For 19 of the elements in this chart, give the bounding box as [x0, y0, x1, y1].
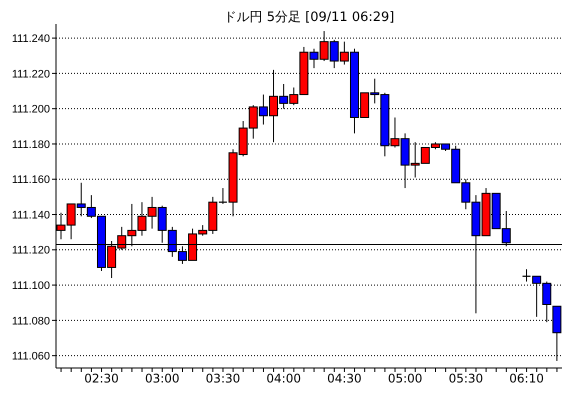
y-tick-label: 111.080: [12, 315, 50, 328]
y-tick-label: 111.120: [12, 244, 50, 257]
x-tick-label: 04:30: [327, 372, 362, 386]
y-tick-label: 111.160: [12, 174, 50, 186]
x-tick-label: 02:30: [84, 372, 119, 386]
y-tick-label: 111.100: [12, 280, 50, 292]
x-tick-label: 03:30: [206, 372, 240, 386]
y-tick-label: 111.200: [12, 104, 50, 116]
y-tick-label: 111.180: [12, 138, 50, 151]
x-tick-label: 05:30: [448, 372, 484, 386]
y-tick-label: 111.240: [12, 33, 50, 46]
x-tick-label: 03:00: [144, 372, 180, 386]
x-tick-label: 04:00: [266, 372, 301, 386]
chart-title: ドル円 5分足 [09/11 06:29]: [222, 9, 396, 26]
y-tick-label: 111.220: [12, 68, 50, 80]
y-tick-label: 111.140: [12, 209, 50, 222]
x-tick-label: 06:10: [509, 372, 544, 386]
y-tick-label: 111.060: [12, 350, 50, 363]
x-tick-label: 05:00: [388, 372, 422, 386]
